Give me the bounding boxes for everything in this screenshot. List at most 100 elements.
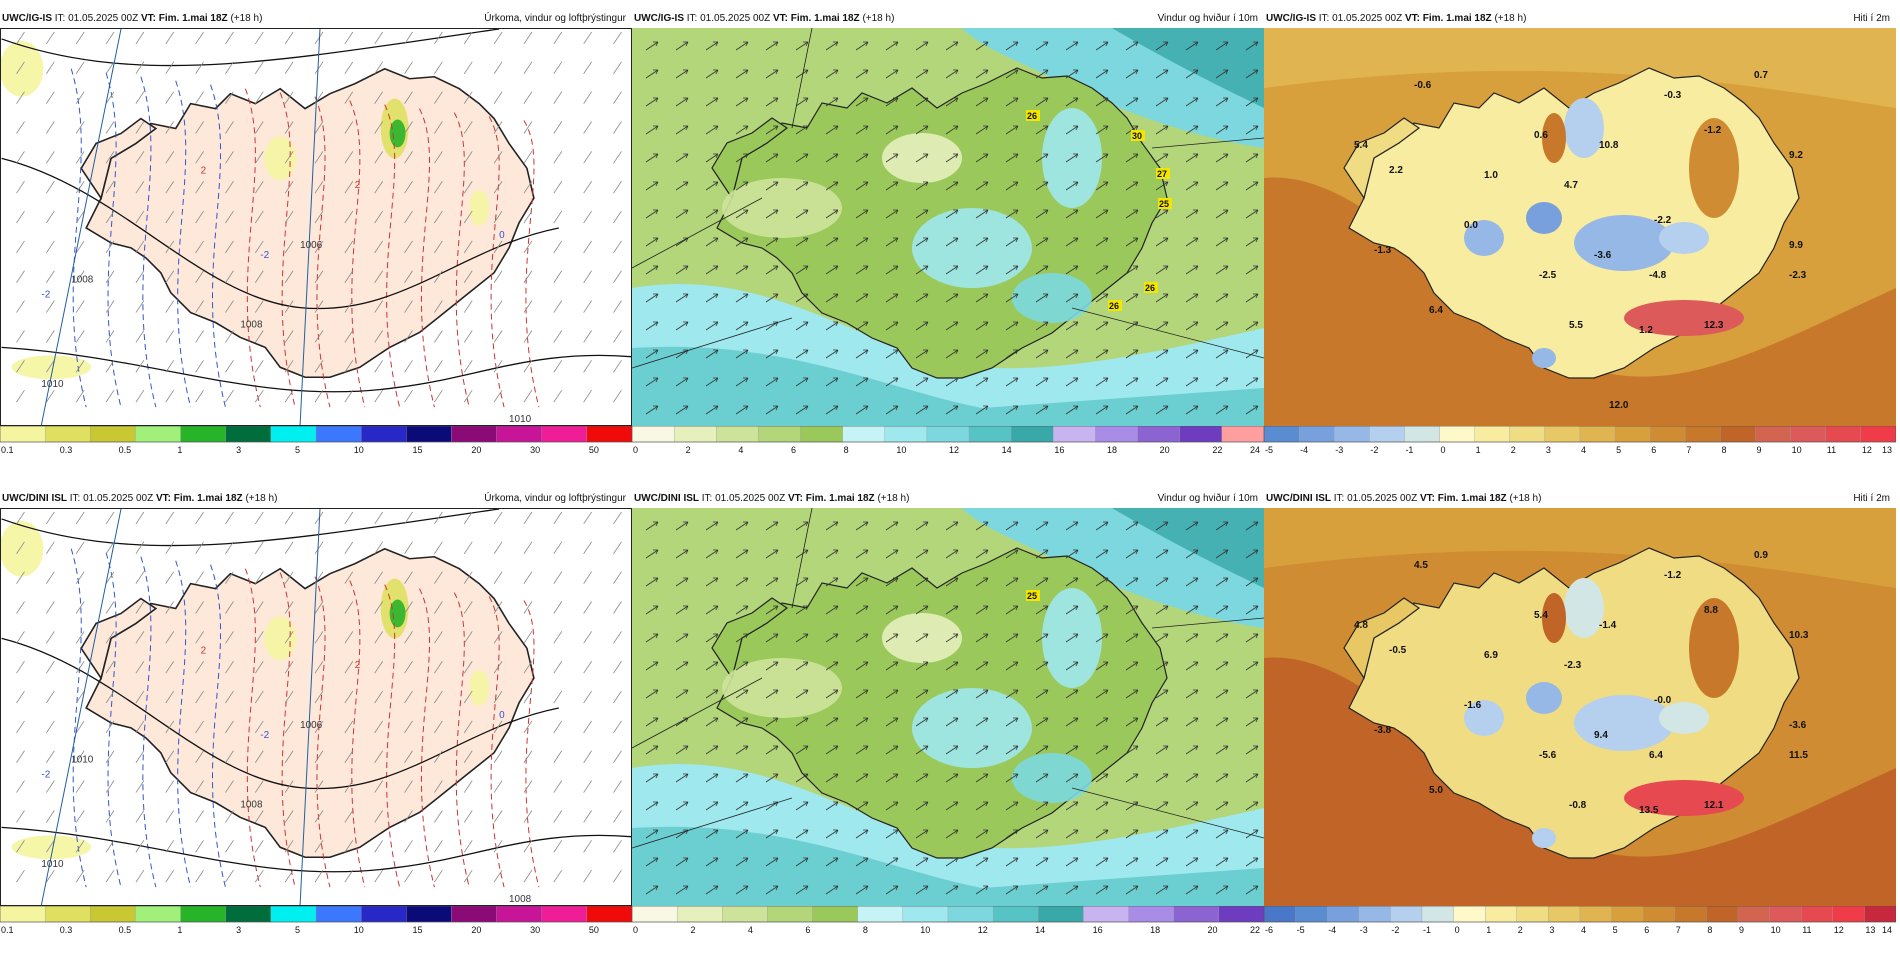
wind-barb [374, 151, 383, 164]
wind-barb [463, 210, 473, 224]
wind-arrow [675, 293, 689, 303]
wind-arrow [975, 605, 989, 615]
wind-arrow [1095, 661, 1109, 671]
wind-arrow [1185, 97, 1199, 107]
wind-arrow [1065, 349, 1079, 359]
wind-arrow [1125, 745, 1139, 755]
wind-arrow [795, 405, 809, 415]
lead-time: (+18 h) [245, 493, 278, 504]
wind-barb [493, 389, 503, 403]
map-wind[interactable]: 25 [632, 508, 1264, 906]
map-temp[interactable]: -0.6 0.7 -0.3 5.4 2.2 0.6 10.8 -1.2 9.2 1.0 4.7 0.0… [1264, 28, 1896, 426]
wind-barb [553, 330, 563, 343]
wind-arrow [945, 349, 959, 359]
wind-barb [105, 210, 115, 224]
gust-label: 27 [1157, 169, 1167, 179]
wind-arrow [975, 885, 989, 895]
colorbar-swatch [1685, 426, 1721, 443]
wind-barb [254, 631, 264, 644]
wind-barb [613, 330, 622, 343]
wind-barb [404, 330, 413, 343]
wind-arrow [1065, 773, 1079, 783]
wind-barb [344, 601, 354, 614]
colorbar-tick: -4 [1300, 445, 1308, 455]
colorbar-frame [1264, 906, 1896, 923]
wind-barb [254, 360, 264, 373]
wind-barb [434, 631, 443, 644]
wind-barb [613, 840, 622, 853]
wind-arrow [945, 661, 959, 671]
wind-barb [135, 631, 145, 644]
wind-arrow [1005, 97, 1019, 107]
wind-barb [613, 750, 622, 763]
wind-barb [254, 210, 264, 224]
wind-arrow [735, 293, 749, 303]
wind-barb [135, 360, 145, 373]
wind-barb [493, 690, 503, 704]
wind-barb [404, 661, 413, 674]
wind-barb [254, 300, 264, 313]
map-precip[interactable]: 1010 1008 1006 1010 1008 2 0 -2 -2 2 [0, 28, 632, 426]
wind-arrow [945, 265, 959, 275]
wind-arrow [1245, 801, 1259, 811]
wind-arrow [1155, 293, 1169, 303]
wind-arrow [915, 209, 929, 219]
wind-arrow [825, 885, 839, 895]
precip-area [1, 40, 44, 97]
wind-barb [583, 240, 592, 254]
wind-barb [613, 869, 622, 883]
wind-arrow [975, 265, 989, 275]
wind-barb [46, 601, 55, 614]
wind-arrow [1065, 745, 1079, 755]
wind-barb [463, 571, 473, 584]
wind-arrow [1215, 745, 1229, 755]
wind-arrow [1245, 549, 1259, 559]
wind-arrow [1005, 405, 1019, 415]
wind-arrow [705, 549, 719, 559]
wind-barb [493, 121, 503, 134]
wind-arrow [645, 801, 659, 811]
wind-barb [404, 61, 413, 74]
wind-barb [314, 720, 324, 734]
wind-barb [105, 91, 115, 104]
map-precip[interactable]: 1010 1008 1006 1008 1010 2 0 -2 -2 2 [0, 508, 632, 906]
temperature-value: 5.0 [1429, 785, 1443, 796]
temperature-value: -0.8 [1569, 800, 1587, 811]
wind-barb [374, 601, 383, 614]
isobar-label: 1008 [240, 799, 263, 810]
map-boundary [299, 29, 321, 425]
wind-arrow [1005, 349, 1019, 359]
colorbar-swatch [180, 906, 226, 923]
colorbar-tick: 0.3 [60, 445, 73, 455]
wind-arrow [945, 237, 959, 247]
wind-barb [404, 601, 413, 614]
wind-arrow [945, 209, 959, 219]
wind-barb [583, 869, 592, 883]
map-temp[interactable]: 4.5 0.9 -1.2 4.8 -0.5 5.4 -1.4 8.8 10.3 6.9 -2.3 -1… [1264, 508, 1896, 906]
cold-area [1659, 222, 1709, 254]
wind-arrow [975, 321, 989, 331]
wind-barb [75, 869, 85, 883]
wind-barb [374, 181, 383, 194]
wind-barb [314, 810, 324, 823]
wind-arrow [705, 577, 719, 587]
wind-barb [374, 330, 383, 343]
wind-arrow [1005, 549, 1019, 559]
wind-barb [284, 91, 294, 104]
wind-barb [374, 61, 383, 74]
wind-arrow [765, 349, 779, 359]
gust-marker [1108, 300, 1122, 311]
wind-barb [16, 690, 25, 704]
map-wind[interactable]: 26 30 27 25 26 26 [632, 28, 1264, 426]
wind-barb [46, 121, 55, 134]
wind-barb [225, 810, 234, 823]
wind-arrow [705, 69, 719, 79]
wind-arrow [1245, 577, 1259, 587]
colorbar-swatch [1083, 906, 1129, 923]
wind-arrow [645, 125, 659, 135]
temperature-value: 0.9 [1754, 550, 1768, 561]
wind-barb [404, 91, 413, 104]
wind-arrow [795, 857, 809, 867]
lead-time: (+18 h) [1494, 13, 1527, 24]
wind-barb [46, 720, 55, 734]
